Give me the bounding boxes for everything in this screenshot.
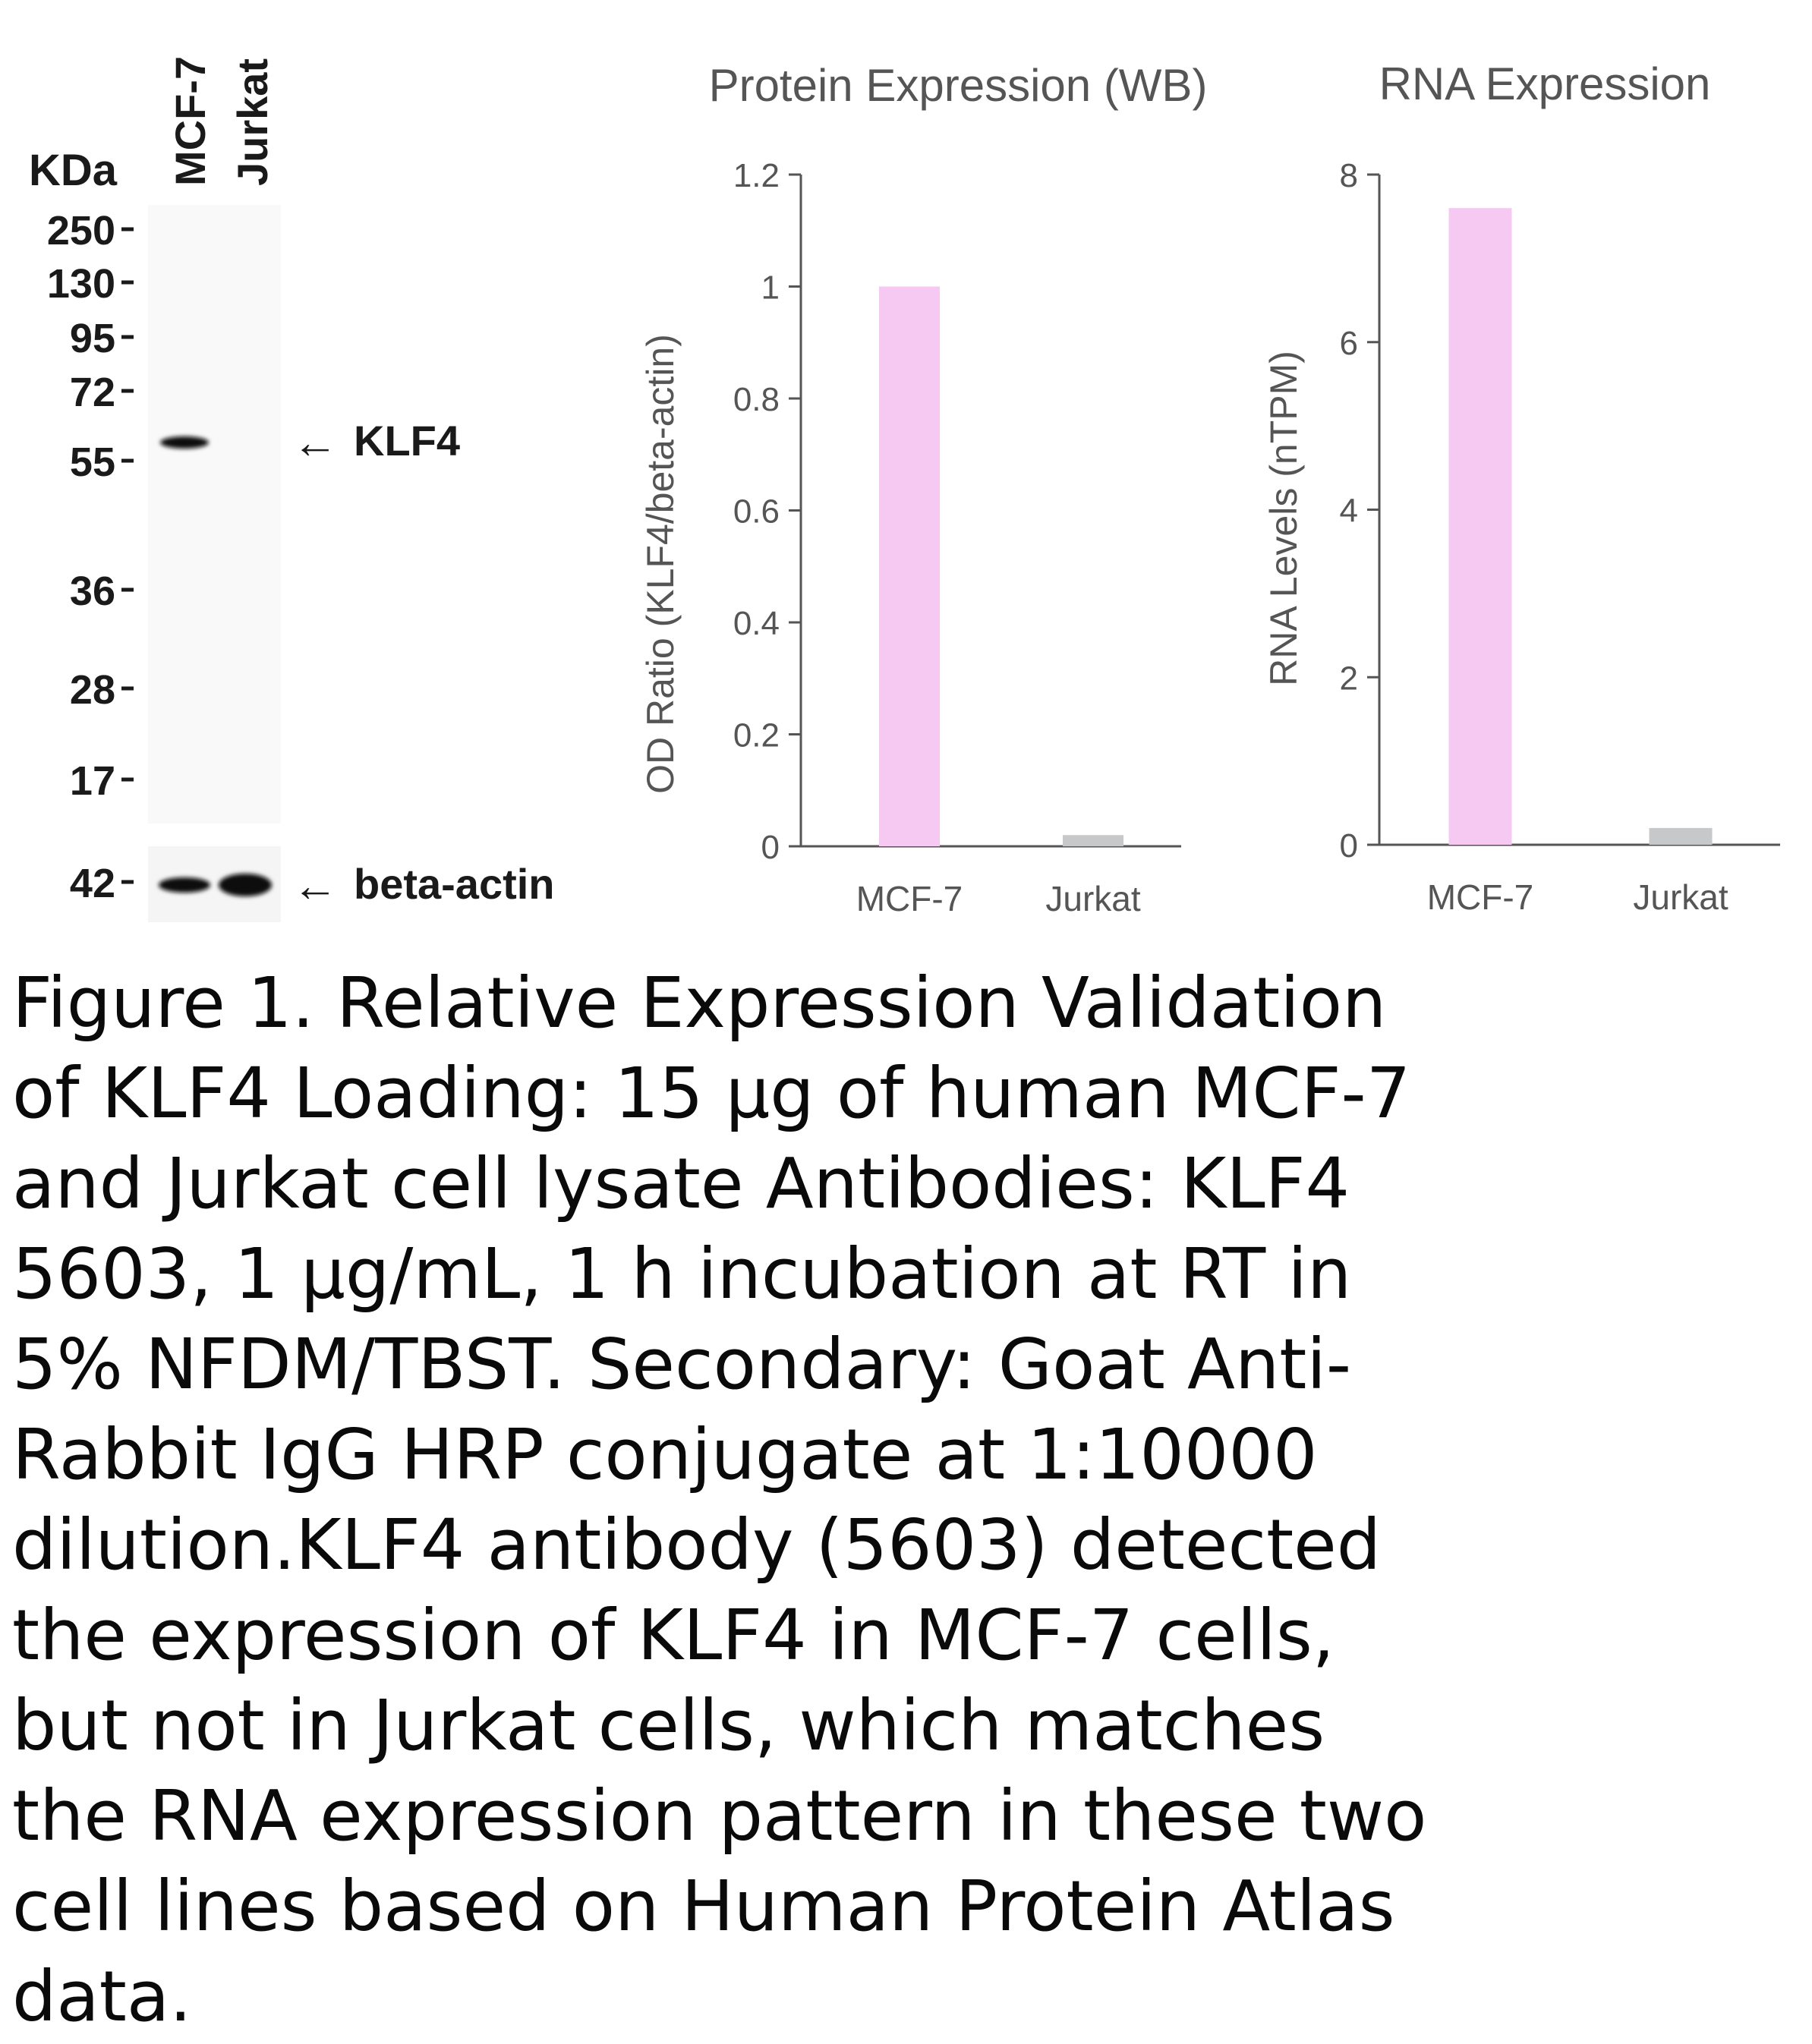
- x-tick-label: MCF-7: [1427, 877, 1534, 917]
- marker-250: 250: [47, 208, 115, 254]
- klf4-band-mcf7: [160, 436, 209, 449]
- marker-42: 42: [70, 861, 115, 906]
- bar-mcf7: [1448, 208, 1512, 845]
- klf4-arrow-icon: ←: [292, 417, 338, 468]
- western-blot: MCF-7 Jurkat KDa 250 130 95 72 55 36 28 …: [29, 56, 555, 922]
- chart-title: RNA Expression: [1379, 58, 1711, 109]
- y-tick-label: 2: [1340, 660, 1358, 697]
- y-tick-label: 1: [761, 269, 780, 307]
- bar-jurkat: [1649, 827, 1713, 845]
- y-axis-label: OD Ratio (KLF4/beta-actin): [639, 334, 682, 794]
- y-ticks: 0 0.2 0.4 0.6 0.8 1 1.2: [733, 157, 801, 866]
- bar-jurkat: [1063, 835, 1123, 846]
- bars: [879, 286, 1123, 846]
- y-tick-label: 1.2: [733, 157, 780, 194]
- axis-lines: [1378, 175, 1780, 846]
- marker-55: 55: [70, 439, 115, 485]
- actin-label: beta-actin: [354, 860, 555, 908]
- x-tick-label: Jurkat: [1633, 877, 1728, 917]
- x-tick-labels: MCF-7 Jurkat: [856, 879, 1141, 918]
- chart-rna-expression: RNA Expression RNA Levels (nTPM) 0 2 4 6 8 M…: [1262, 58, 1780, 917]
- y-tick-label: 4: [1340, 493, 1358, 530]
- kda-label: KDa: [29, 146, 118, 195]
- marker-130: 130: [47, 261, 115, 307]
- x-tick-label: MCF-7: [856, 879, 963, 918]
- y-tick-label: 0.8: [733, 381, 780, 418]
- y-ticks: 0 2 4 6 8: [1340, 157, 1379, 865]
- marker-ticks: [121, 227, 134, 884]
- lane-label-mcf7: MCF-7: [166, 56, 214, 186]
- chart-title: Protein Expression (WB): [709, 60, 1208, 111]
- marker-17: 17: [70, 758, 115, 804]
- y-axis-label: RNA Levels (nTPM): [1262, 351, 1305, 686]
- chart-protein-expression: Protein Expression (WB) OD Ratio (KLF4/b…: [639, 60, 1207, 918]
- marker-ladder: 250 130 95 72 55 36 28 17 42: [47, 208, 134, 906]
- marker-95: 95: [70, 316, 115, 361]
- marker-72: 72: [70, 370, 115, 415]
- bars: [1448, 208, 1713, 845]
- actin-band-jurkat: [219, 874, 272, 896]
- x-tick-labels: MCF-7 Jurkat: [1427, 877, 1728, 917]
- figure: MCF-7 Jurkat KDa 250 130 95 72 55 36 28 …: [29, 56, 1780, 922]
- figure-caption: Figure 1. Relative Expression Validation…: [12, 962, 1427, 2037]
- lane-label-jurkat: Jurkat: [228, 58, 276, 186]
- marker-36: 36: [70, 568, 115, 614]
- y-tick-label: 8: [1340, 157, 1358, 194]
- actin-arrow-icon: ←: [292, 860, 338, 911]
- y-tick-label: 0: [761, 829, 780, 866]
- y-tick-label: 0.6: [733, 493, 780, 531]
- bar-mcf7: [879, 286, 940, 846]
- y-tick-label: 0.4: [733, 605, 780, 642]
- x-tick-label: Jurkat: [1045, 879, 1140, 918]
- blot-membrane-main: [148, 205, 281, 824]
- axis-lines: [799, 175, 1181, 848]
- marker-28: 28: [70, 667, 115, 713]
- y-tick-label: 0.2: [733, 717, 780, 754]
- y-tick-label: 0: [1340, 827, 1358, 865]
- actin-band-mcf7: [159, 877, 210, 893]
- y-tick-label: 6: [1340, 325, 1358, 362]
- klf4-label: KLF4: [354, 417, 460, 465]
